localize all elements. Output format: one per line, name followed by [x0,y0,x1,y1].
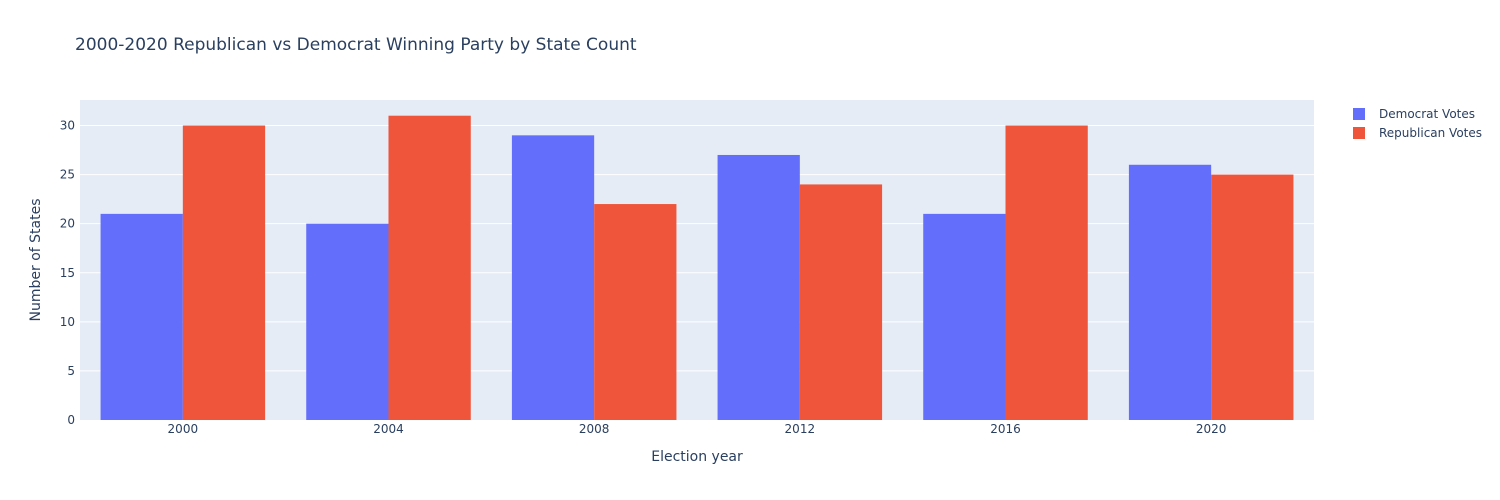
y-axis-ticks: 0 5 10 15 20 25 30 [60,119,75,427]
plot-area [80,100,1314,420]
x-tick-label: 2016 [990,422,1021,436]
x-tick-label: 2004 [373,422,404,436]
bar-democrat-votes-2008[interactable] [511,135,595,421]
bar-republican-votes-2000[interactable] [182,125,266,420]
bar-democrat-votes-2016[interactable] [923,213,1006,420]
gridlines [80,125,1314,372]
legend-label[interactable]: Democrat Votes [1379,107,1475,121]
y-tick-label: 5 [67,364,75,378]
y-tick-label: 20 [60,217,75,231]
bar-democrat-votes-2012[interactable] [717,154,800,420]
bar-republican-votes-2016[interactable] [1005,125,1088,420]
y-tick-label: 15 [60,266,75,280]
bar-democrat-votes-2004[interactable] [306,223,389,420]
bar-republican-votes-2008[interactable] [594,204,677,420]
bar-republican-votes-2004[interactable] [388,115,471,421]
y-tick-label: 10 [60,315,75,329]
x-tick-label: 2008 [579,422,610,436]
x-tick-label: 2012 [785,422,816,436]
legend[interactable]: Democrat Votes Republican Votes [1353,107,1482,140]
bars [100,115,1294,421]
y-tick-label: 30 [60,119,75,133]
legend-label[interactable]: Republican Votes [1379,126,1482,140]
x-tick-label: 2000 [168,422,199,436]
bar-republican-votes-2012[interactable] [799,184,883,420]
y-tick-label: 25 [60,168,75,182]
x-axis-ticks: 2000 2004 2008 2012 2016 2020 [168,422,1227,436]
bar-democrat-votes-2000[interactable] [100,213,183,420]
x-axis-title: Election year [651,449,743,465]
y-tick-label: 0 [67,413,75,427]
y-axis-title: Number of States [28,199,44,322]
chart-title: 2000-2020 Republican vs Democrat Winning… [75,35,637,55]
x-tick-label: 2020 [1196,422,1227,436]
legend-swatch[interactable] [1353,108,1365,120]
legend-swatch[interactable] [1353,127,1365,139]
bar-democrat-votes-2020[interactable] [1128,164,1212,420]
bar-republican-votes-2020[interactable] [1211,174,1294,420]
